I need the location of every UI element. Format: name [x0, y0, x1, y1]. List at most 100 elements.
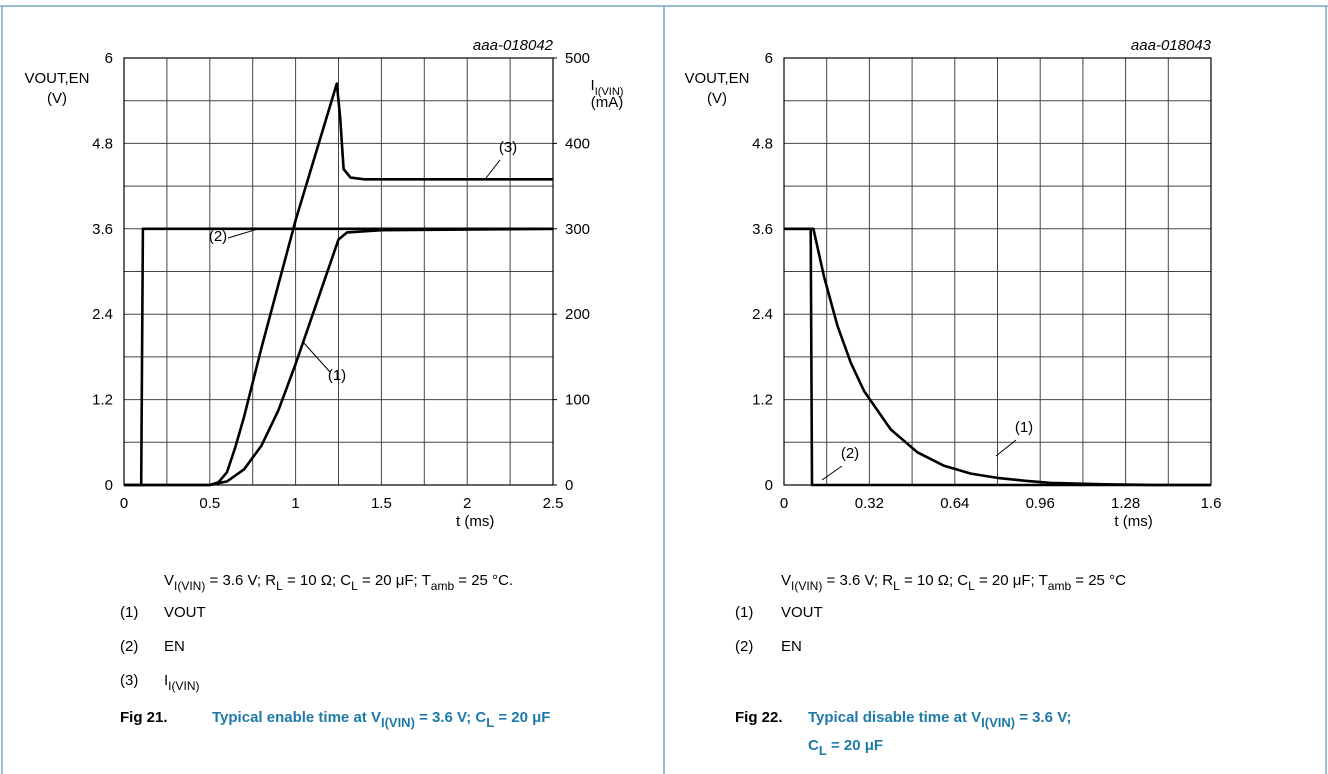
conditions: VI(VIN) = 3.6 V; RL = 10 Ω; CL = 20 μF; … [781, 572, 1126, 593]
y-tick-label: 3.6 [92, 221, 113, 238]
text-run: = 3.6 V; R [205, 572, 276, 589]
x-tick-label: 1.28 [1111, 495, 1140, 512]
subscript: I(VIN) [174, 579, 205, 593]
text-run: = 20 μF; T [358, 572, 431, 589]
annotation-leader [485, 159, 501, 179]
y-axis-label: VOUT,EN [684, 70, 749, 87]
subscript: L [819, 743, 827, 758]
text-run: VOUT [781, 604, 823, 621]
note-label: II(VIN) [164, 672, 200, 693]
x-tick-label: 2 [463, 495, 471, 512]
y-tick-label: 1.2 [752, 392, 773, 409]
y-tick-label: 3.6 [752, 221, 773, 238]
subscript: I(VIN) [168, 679, 199, 693]
x-tick-label: 0.5 [199, 495, 220, 512]
caption-number: Fig 22. [735, 709, 783, 726]
caption-text: Typical enable time at VI(VIN) = 3.6 V; … [212, 709, 550, 730]
text-run: I [164, 672, 168, 689]
y2-tick-label: 100 [565, 392, 590, 409]
text-run: = 20 μF [827, 737, 883, 754]
x-axis-label: t (ms) [456, 513, 494, 530]
text-run: (mA) [591, 94, 624, 111]
y-tick-label: 2.4 [92, 306, 113, 323]
text-run: Typical enable time at V [212, 709, 381, 726]
x-tick-label: 0.96 [1026, 495, 1055, 512]
text-run: EN [164, 638, 185, 655]
text-run: = 10 Ω; C [900, 572, 968, 589]
note-label: EN [781, 638, 802, 655]
x-tick-label: 0.64 [940, 495, 969, 512]
text-run: = 3.6 V; [1015, 709, 1071, 726]
series-line [124, 227, 554, 487]
y2-tick-label: 500 [565, 50, 590, 67]
y-axis-label: (V) [47, 90, 67, 107]
y-tick-label: 0 [105, 477, 113, 494]
series-annotation: (1) [328, 367, 346, 384]
series-annotation: (2) [209, 228, 227, 245]
x-tick-label: 1.5 [371, 495, 392, 512]
note-label: VOUT [781, 604, 823, 621]
subscript: amb [1048, 579, 1072, 593]
series-annotation: (3) [499, 139, 517, 156]
x-tick-label: 0.32 [855, 495, 884, 512]
text-run: VOUT [164, 604, 206, 621]
text-run: = 3.6 V; C [415, 709, 486, 726]
text-run: = 3.6 V; R [822, 572, 893, 589]
x-tick-label: 0 [780, 495, 788, 512]
y-axis-label: VOUT,EN [24, 70, 89, 87]
note-label: VOUT [164, 604, 206, 621]
y-tick-label: 1.2 [92, 392, 113, 409]
y2-tick-label: 200 [565, 306, 590, 323]
text-run: V [781, 572, 791, 589]
subscript: L [276, 579, 283, 593]
y-axis-label: (V) [707, 90, 727, 107]
text-run: VOUT,EN [684, 70, 749, 87]
annotation-leader [821, 465, 843, 481]
y2-axis-label: II(VIN) [591, 77, 624, 98]
caption-text: CL = 20 μF [808, 737, 883, 758]
text-run: = 25 °C. [454, 572, 513, 589]
subscript: I(VIN) [381, 715, 415, 730]
x-tick-label: 1.6 [1201, 495, 1222, 512]
y-tick-label: 2.4 [752, 306, 773, 323]
text-run: (V) [47, 90, 67, 107]
note-number: (3) [120, 672, 138, 689]
text-run: = 10 Ω; C [283, 572, 351, 589]
y-tick-label: 6 [765, 50, 773, 67]
series-line [784, 227, 1211, 487]
plot-frame [123, 57, 554, 486]
text-run: = 20 μF; T [975, 572, 1048, 589]
caption-number: Fig 21. [120, 709, 168, 726]
series-line [124, 82, 553, 487]
subscript: L [893, 579, 900, 593]
text-run: EN [781, 638, 802, 655]
subscript: I(VIN) [791, 579, 822, 593]
y-tick-label: 4.8 [92, 135, 113, 152]
annotation-leader [227, 228, 259, 239]
series-line [784, 227, 1211, 487]
note-number: (1) [120, 604, 138, 621]
annotation-leader [995, 439, 1017, 457]
text-run: (V) [707, 90, 727, 107]
y2-tick-label: 300 [565, 221, 590, 238]
text-run: = 20 μF [494, 709, 550, 726]
y2-axis-label: (mA) [591, 94, 624, 111]
text-run: VOUT,EN [24, 70, 89, 87]
subscript: I(VIN) [981, 715, 1015, 730]
x-tick-label: 2.5 [543, 495, 564, 512]
text-run: V [164, 572, 174, 589]
annotation-leader [302, 341, 331, 373]
text-run: = 25 °C [1071, 572, 1126, 589]
series-annotation: (1) [1015, 419, 1033, 436]
subscript: L [486, 715, 494, 730]
series-annotation: (2) [841, 445, 859, 462]
x-tick-label: 0 [120, 495, 128, 512]
note-number: (2) [120, 638, 138, 655]
text-run: Typical disable time at V [808, 709, 981, 726]
figure-id: aaa-018042 [473, 37, 554, 54]
x-tick-label: 1 [291, 495, 299, 512]
caption-text: Typical disable time at VI(VIN) = 3.6 V; [808, 709, 1071, 730]
text-run: C [808, 737, 819, 754]
subscript: L [968, 579, 975, 593]
